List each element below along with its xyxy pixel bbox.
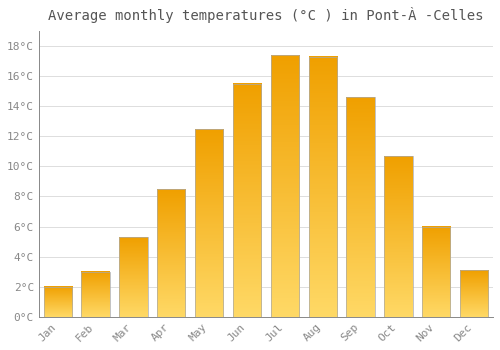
Bar [384, 156, 412, 317]
Bar [346, 97, 375, 317]
Bar [157, 189, 186, 317]
Title: Average monthly temperatures (°C ) in Pont-À -Celles: Average monthly temperatures (°C ) in Po… [48, 7, 484, 23]
Bar [195, 129, 224, 317]
Bar [270, 55, 299, 317]
Bar [82, 272, 110, 317]
Bar [119, 237, 148, 317]
Bar [460, 270, 488, 317]
Bar [422, 226, 450, 317]
Bar [44, 287, 72, 317]
Bar [308, 57, 337, 317]
Bar [233, 84, 261, 317]
